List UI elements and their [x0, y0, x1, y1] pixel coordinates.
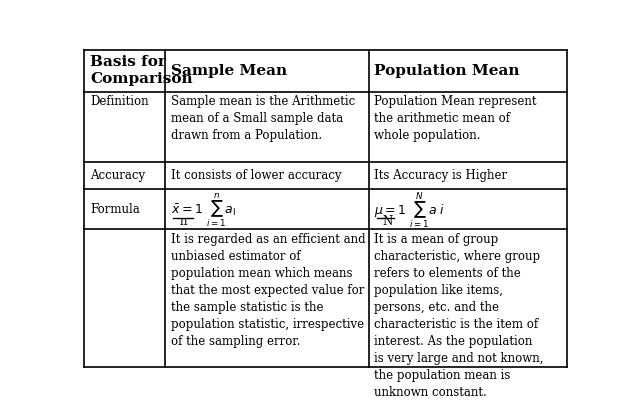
Text: $\bar{x} = 1\ \sum_{i=1}^{n} a_{\mathrm{I}}$: $\bar{x} = 1\ \sum_{i=1}^{n} a_{\mathrm{…	[171, 191, 236, 229]
Text: Population Mean: Population Mean	[375, 64, 520, 78]
Text: Formula: Formula	[90, 203, 140, 216]
Text: It consists of lower accuracy: It consists of lower accuracy	[171, 169, 341, 182]
Text: Sample mean is the Arithmetic
mean of a Small sample data
drawn from a Populatio: Sample mean is the Arithmetic mean of a …	[171, 95, 355, 142]
Text: Population Mean represent
the arithmetic mean of
whole population.: Population Mean represent the arithmetic…	[375, 95, 537, 142]
Text: Definition: Definition	[90, 95, 149, 109]
Text: n: n	[180, 215, 187, 228]
Text: $\mu{=}1\ \sum_{i=1}^{N} a\ i$: $\mu{=}1\ \sum_{i=1}^{N} a\ i$	[375, 191, 446, 231]
Text: It is a mean of group
characteristic, where group
refers to elements of the
popu: It is a mean of group characteristic, wh…	[375, 233, 544, 399]
Text: It is regarded as an efficient and
unbiased estimator of
population mean which m: It is regarded as an efficient and unbia…	[171, 233, 365, 348]
Text: Basis for
Comparison: Basis for Comparison	[90, 55, 192, 87]
Text: Accuracy: Accuracy	[90, 169, 145, 182]
Text: N: N	[382, 215, 392, 228]
Text: Sample Mean: Sample Mean	[171, 64, 287, 78]
Text: Its Accuracy is Higher: Its Accuracy is Higher	[375, 169, 508, 182]
